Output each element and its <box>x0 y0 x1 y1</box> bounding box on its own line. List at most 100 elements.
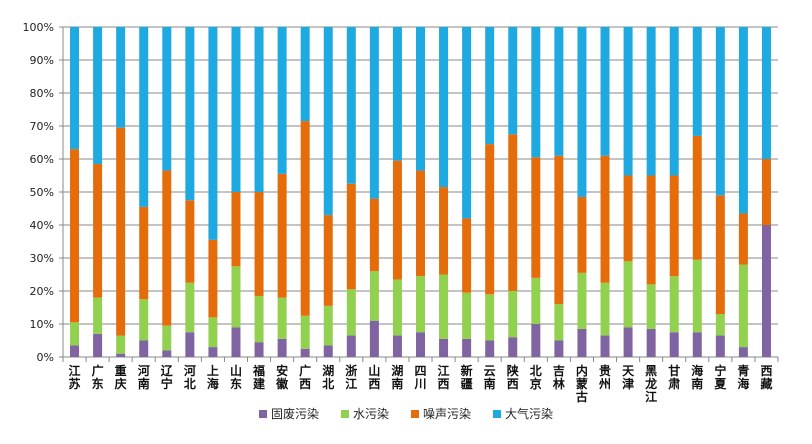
bar-segment-噪声污染-浙江 <box>346 183 356 290</box>
x-tick-label: 广东 <box>91 364 104 391</box>
bar-segment-固废污染-青海 <box>738 347 748 357</box>
bar-segment-固废污染-上海 <box>208 347 218 357</box>
x-tick-label: 河南 <box>137 364 150 391</box>
bar-segment-水污染-河北 <box>185 282 195 333</box>
bar-segment-大气污染-吉林 <box>554 27 564 156</box>
bar-segment-水污染-上海 <box>208 317 218 348</box>
bar-segment-固废污染-重庆 <box>116 353 126 357</box>
x-tick-label: 广西 <box>299 364 312 391</box>
x-tick-label: 海南 <box>691 364 704 391</box>
bar-segment-噪声污染-山西 <box>369 198 379 272</box>
bar-segment-噪声污染-四川 <box>416 170 425 277</box>
bar-segment-噪声污染-山东 <box>231 192 241 267</box>
y-tick-label: 70% <box>30 120 54 133</box>
bar-segment-水污染-云南 <box>485 294 495 341</box>
bar-segment-水污染-广西 <box>300 315 310 349</box>
bar-segment-大气污染-安徽 <box>277 27 287 174</box>
bar-segment-固废污染-四川 <box>416 332 425 357</box>
legend: 固废污染 水污染 噪声污染 大气污染 <box>0 405 812 422</box>
bar-segment-噪声污染-江西 <box>439 187 449 275</box>
bar-segment-大气污染-江西 <box>439 27 449 188</box>
x-tick-label: 新疆 <box>460 364 473 391</box>
bar-segment-大气污染-贵州 <box>600 27 610 156</box>
bar-segment-固废污染-宁夏 <box>715 335 725 357</box>
x-tick-label: 吉林 <box>552 364 565 391</box>
bar-segment-噪声污染-福建 <box>254 192 264 296</box>
bar-segment-水污染-青海 <box>738 264 748 348</box>
bar-segment-固废污染-海南 <box>692 332 702 357</box>
bar-segment-固废污染-西藏 <box>761 225 771 357</box>
bar-segment-固废污染-贵州 <box>600 335 610 357</box>
x-tick-label: 北京 <box>529 364 542 391</box>
bar-segment-大气污染-黑龙江 <box>646 27 656 176</box>
legend-item: 水污染 <box>340 405 389 422</box>
bar-segment-固废污染-浙江 <box>346 335 356 357</box>
bar-segment-大气污染-湖南 <box>392 27 402 161</box>
bar-segment-固废污染-河北 <box>185 332 195 357</box>
bar-segment-噪声污染-青海 <box>738 213 748 265</box>
x-tick-label: 河北 <box>183 364 196 391</box>
bar-segment-固废污染-山西 <box>369 320 379 357</box>
bar-segment-噪声污染-新疆 <box>462 218 472 293</box>
legend-label: 大气污染 <box>505 407 554 421</box>
bar-segment-噪声污染-重庆 <box>116 127 126 336</box>
bar-segment-水污染-甘肃 <box>669 276 679 333</box>
bar-segment-固废污染-甘肃 <box>669 332 679 357</box>
bar-segment-固废污染-内蒙古 <box>577 328 587 357</box>
bar-segment-水污染-湖北 <box>323 305 333 346</box>
bar-segment-水污染-山东 <box>231 266 241 328</box>
bar-segment-水污染-河南 <box>139 299 149 341</box>
bar-segment-大气污染-四川 <box>416 27 425 171</box>
bar-segment-水污染-宁夏 <box>715 314 725 336</box>
legend-label: 水污染 <box>352 407 389 421</box>
x-tick-label: 辽宁 <box>160 364 173 391</box>
x-tick-label: 天津 <box>622 364 635 391</box>
bar-segment-水污染-浙江 <box>346 289 356 336</box>
x-tick-label: 江苏 <box>68 364 81 391</box>
y-tick-label: 100% <box>23 21 54 34</box>
bar-segment-大气污染-北京 <box>531 27 541 158</box>
bar-segment-固废污染-天津 <box>623 327 633 357</box>
y-tick-label: 80% <box>30 87 54 100</box>
y-tick-label: 0% <box>37 351 54 364</box>
bar-segment-固废污染-北京 <box>531 324 541 357</box>
bar-segment-大气污染-广西 <box>300 27 310 122</box>
bar-segment-大气污染-云南 <box>485 27 495 145</box>
bar-segment-水污染-黑龙江 <box>646 284 656 329</box>
bar-segment-固废污染-黑龙江 <box>646 328 656 357</box>
x-tick-label: 山西 <box>368 364 381 391</box>
bar-segment-噪声污染-北京 <box>531 157 541 278</box>
bar-segment-大气污染-重庆 <box>116 27 126 128</box>
y-tick-label: 30% <box>30 252 54 265</box>
bar-segment-水污染-内蒙古 <box>577 272 587 329</box>
bar-segment-固废污染-湖南 <box>392 335 402 357</box>
bar-segment-噪声污染-湖北 <box>323 215 333 306</box>
x-tick-label: 宁夏 <box>714 364 727 391</box>
bar-segment-噪声污染-云南 <box>485 144 495 295</box>
bar-segment-噪声污染-安徽 <box>277 173 287 298</box>
bar-segment-固废污染-湖北 <box>323 345 333 357</box>
y-tick-label: 20% <box>30 285 54 298</box>
bar-segment-噪声污染-陕西 <box>508 134 518 291</box>
bar-segment-水污染-贵州 <box>600 282 610 336</box>
legend-item: 固废污染 <box>258 405 319 422</box>
bar-segment-噪声污染-江苏 <box>70 149 80 323</box>
bar-segment-噪声污染-内蒙古 <box>577 196 587 273</box>
bar-segment-噪声污染-贵州 <box>600 155 610 283</box>
x-tick-label: 青海 <box>737 364 750 391</box>
x-tick-label: 内蒙古 <box>575 364 588 404</box>
bar-segment-大气污染-陕西 <box>508 27 518 135</box>
x-tick-label: 湖北 <box>322 364 335 391</box>
bar-segment-噪声污染-甘肃 <box>669 175 679 277</box>
x-tick-label: 湖南 <box>391 364 404 391</box>
bar-segment-固废污染-吉林 <box>554 340 564 357</box>
y-tick-label: 60% <box>30 153 54 166</box>
x-tick-label: 福建 <box>253 364 266 391</box>
y-tick-label: 90% <box>30 54 54 67</box>
bar-segment-固废污染-江西 <box>439 338 449 357</box>
legend-swatch <box>340 409 349 418</box>
bar-segment-水污染-北京 <box>531 277 541 324</box>
bar-segment-大气污染-广东 <box>93 27 103 164</box>
bar-segment-水污染-安徽 <box>277 297 287 339</box>
